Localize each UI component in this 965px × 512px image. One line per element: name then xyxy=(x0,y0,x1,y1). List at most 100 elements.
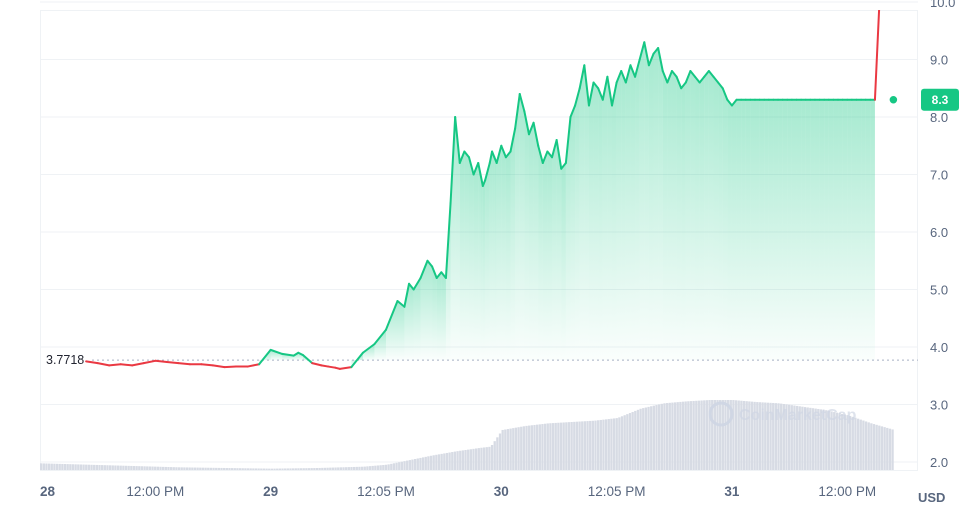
volume-bar xyxy=(795,405,799,470)
volume-bar xyxy=(204,467,207,470)
volume-bar xyxy=(244,468,247,470)
volume-bar xyxy=(708,400,711,470)
price-area-segment xyxy=(362,344,375,361)
plot-frame xyxy=(40,10,918,471)
y-axis: 10.0 9.0 8.0 7.0 6.0 5.0 4.0 3.0 2.0 xyxy=(930,0,955,470)
volume-bar xyxy=(146,466,149,470)
volume-bar xyxy=(798,406,801,470)
volume-bar xyxy=(199,467,202,470)
volume-bar xyxy=(448,452,451,470)
y-tick-label: 9.0 xyxy=(930,53,948,68)
price-area-segment xyxy=(432,266,437,361)
volume-bar xyxy=(554,422,557,470)
volume-bar xyxy=(217,467,221,470)
volume-bar xyxy=(719,400,722,470)
price-area-segment xyxy=(427,260,433,361)
volume-bar xyxy=(700,400,703,470)
volume-bar xyxy=(374,465,377,470)
volume-bar xyxy=(488,446,491,470)
price-area-segment xyxy=(870,99,875,361)
price-area-segment xyxy=(644,42,649,361)
price-area-segment xyxy=(833,99,839,361)
volume-bar xyxy=(724,400,727,470)
price-area-segment xyxy=(796,99,802,361)
price-segment xyxy=(670,70,678,78)
volume-bar xyxy=(252,468,255,470)
volume-bar xyxy=(177,467,181,470)
volume-bar xyxy=(392,463,396,470)
price-segment xyxy=(403,282,411,308)
price-segment xyxy=(108,363,122,367)
volume-bar xyxy=(233,468,236,470)
price-area-segment xyxy=(519,94,525,361)
volume-bar xyxy=(191,467,194,470)
volume-bar xyxy=(363,466,366,470)
volume-bar xyxy=(175,467,178,470)
volume-bar xyxy=(270,468,274,470)
price-segment xyxy=(606,75,613,107)
volume-bar xyxy=(726,400,730,470)
price-area-segment xyxy=(713,76,719,361)
volume-bar xyxy=(880,426,884,470)
volume-bar xyxy=(342,467,345,470)
volume-bar xyxy=(713,400,717,470)
volume-bar xyxy=(284,468,287,470)
volume-bar xyxy=(782,404,785,470)
price-segment xyxy=(537,144,544,164)
volume-bar xyxy=(77,464,80,470)
volume-bar xyxy=(734,400,738,470)
volume-bar xyxy=(413,458,417,470)
volume-bar xyxy=(246,468,250,470)
volume-bar xyxy=(618,417,621,470)
price-segment xyxy=(311,362,323,367)
price-area-segment xyxy=(598,88,603,361)
volume-bar xyxy=(801,406,804,470)
volume-bar xyxy=(371,465,374,470)
volume-bar xyxy=(803,407,807,470)
price-area-segment xyxy=(478,163,481,361)
volume-bar xyxy=(583,421,587,470)
volume-bar xyxy=(366,466,369,470)
price-area-segment xyxy=(625,65,631,361)
price-segment xyxy=(597,87,604,101)
volume-bar xyxy=(159,466,162,470)
price-area-segment xyxy=(727,99,732,361)
x-tick-day: 30 xyxy=(494,484,509,499)
x-tick-time: 12:05 PM xyxy=(357,484,415,499)
price-segment xyxy=(647,52,655,67)
price-segment xyxy=(560,162,567,170)
volume-bar xyxy=(480,447,483,470)
price-area-segment xyxy=(676,76,682,361)
volume-bar xyxy=(379,465,382,470)
price-segment xyxy=(712,75,720,84)
volume-bar xyxy=(512,428,515,470)
volume-bar xyxy=(82,464,85,470)
volume-bar xyxy=(838,413,841,470)
volume-bar xyxy=(185,467,189,470)
price-segment xyxy=(419,259,429,279)
volume-bar xyxy=(358,466,361,470)
volume-bar xyxy=(201,467,205,470)
price-segment xyxy=(730,98,738,107)
price-area-segment xyxy=(671,71,677,361)
price-area-segment xyxy=(842,99,848,361)
price-area-segment xyxy=(607,76,612,361)
price-segment xyxy=(449,116,457,205)
price-area-segment xyxy=(801,99,806,361)
volume-bar xyxy=(668,402,671,470)
y-tick-label: 2.0 xyxy=(930,455,948,470)
volume-bar xyxy=(809,407,812,470)
price-area-segment xyxy=(741,99,746,361)
volume-bar xyxy=(63,464,67,470)
volume-bar xyxy=(506,429,510,470)
volume-bar xyxy=(326,467,329,470)
price-segment xyxy=(509,127,517,153)
price-segment xyxy=(564,116,572,164)
price-segment xyxy=(601,75,609,101)
volume-bar xyxy=(212,467,215,470)
price-segment xyxy=(587,81,595,107)
x-tick-time: 12:00 PM xyxy=(126,484,184,499)
volume-bar xyxy=(93,464,96,470)
volume-bar xyxy=(453,451,457,470)
